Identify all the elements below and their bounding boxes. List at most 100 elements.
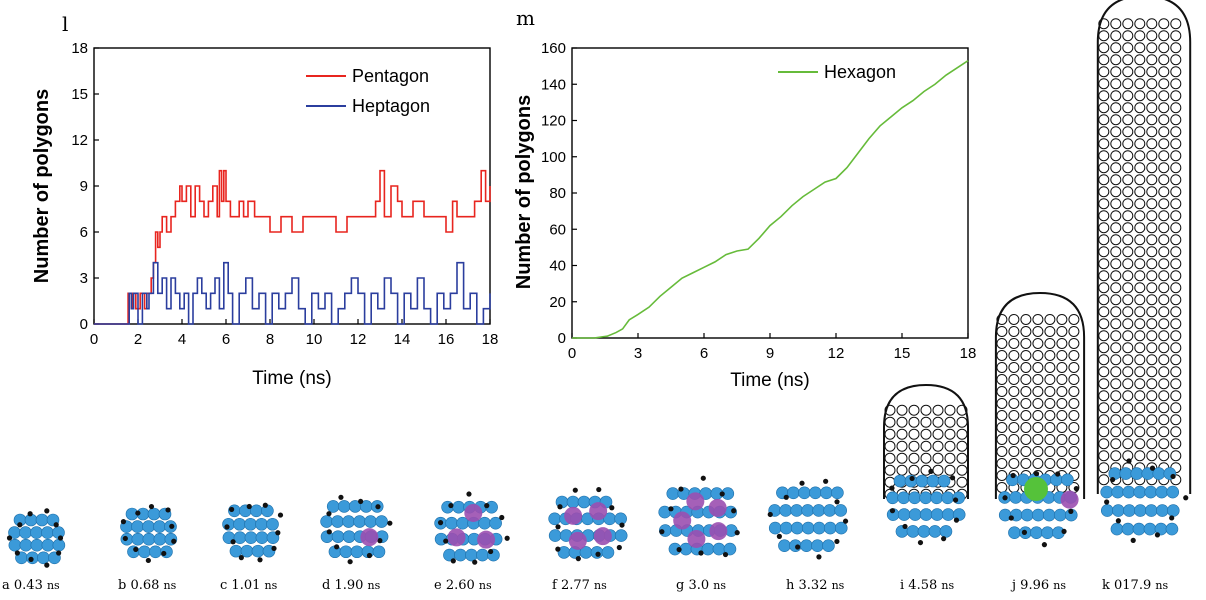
- pentagon-patch: [673, 511, 692, 530]
- metal-atom: [255, 517, 268, 531]
- snapshot-caption-e: e 2.60 ns: [434, 578, 492, 593]
- metal-atom: [908, 508, 922, 521]
- snapshot-letter: k: [1102, 578, 1115, 593]
- y-tick-label: 12: [71, 132, 88, 149]
- metal-atom: [1122, 485, 1136, 499]
- carbon-atom: [909, 475, 915, 482]
- carbon-ring: [1110, 126, 1122, 138]
- carbon-ring: [932, 464, 944, 476]
- metal-atom: [153, 520, 166, 533]
- carbon-ring: [1146, 306, 1158, 318]
- carbon-ring: [1098, 306, 1110, 318]
- carbon-ring: [1158, 402, 1170, 414]
- carbon-ring: [1134, 402, 1146, 414]
- snapshot-g: [658, 475, 740, 558]
- snapshot-h: [767, 478, 849, 560]
- carbon-ring: [1170, 438, 1182, 450]
- snapshot-letter: j: [1012, 578, 1021, 593]
- carbon-atom: [1115, 518, 1121, 524]
- carbon-ring: [884, 404, 896, 416]
- pentagon-patch: [568, 531, 587, 550]
- carbon-ring: [1044, 361, 1056, 373]
- carbon-atom: [171, 538, 177, 544]
- carbon-ring: [1110, 54, 1122, 66]
- carbon-ring: [1044, 457, 1056, 469]
- metal-atom: [342, 530, 356, 543]
- legend-label-hexagon: Hexagon: [824, 62, 896, 82]
- carbon-ring: [1158, 54, 1170, 66]
- carbon-ring: [1020, 349, 1032, 361]
- snapshot-a: [6, 508, 66, 568]
- carbon-atom: [842, 518, 849, 524]
- carbon-ring: [920, 452, 932, 464]
- carbon-ring: [1158, 66, 1170, 78]
- metal-atom: [1110, 522, 1124, 536]
- carbon-ring: [1146, 90, 1158, 102]
- carbon-atom: [949, 475, 956, 481]
- carbon-ring: [1170, 138, 1182, 150]
- carbon-ring: [1008, 409, 1020, 421]
- carbon-ring: [1110, 222, 1122, 234]
- carbon-ring: [1122, 306, 1134, 318]
- metal-atom: [8, 538, 22, 552]
- snapshot-caption-i: i 4.58 ns: [900, 578, 954, 593]
- carbon-ring: [1170, 126, 1182, 138]
- carbon-ring: [1056, 457, 1068, 469]
- snapshot-time: 3.32: [798, 578, 832, 593]
- carbon-atom: [575, 556, 581, 562]
- metal-atom: [372, 545, 386, 559]
- carbon-ring: [1170, 258, 1182, 270]
- carbon-ring: [1044, 445, 1056, 457]
- carbon-ring: [1008, 397, 1020, 409]
- carbon-ring: [1134, 198, 1146, 210]
- metal-atom: [1020, 508, 1034, 522]
- carbon-ring: [1098, 270, 1110, 282]
- carbon-ring: [1008, 313, 1020, 325]
- carbon-ring: [1158, 246, 1170, 258]
- carbon-atom: [1041, 542, 1048, 548]
- snapshot-time: 4.58: [908, 578, 942, 593]
- carbon-ring: [1008, 433, 1020, 445]
- carbon-ring: [1134, 174, 1146, 186]
- snapshot-letter: c: [220, 578, 232, 593]
- carbon-ring: [1110, 210, 1122, 222]
- carbon-ring: [1032, 421, 1044, 433]
- carbon-atom: [338, 494, 344, 500]
- carbon-ring: [1020, 373, 1032, 385]
- carbon-ring: [1134, 78, 1146, 90]
- carbon-atom: [148, 503, 155, 510]
- metal-atom: [930, 508, 944, 521]
- carbon-ring: [1170, 222, 1182, 234]
- snapshot-letter: b: [118, 578, 131, 593]
- metal-atom: [1133, 504, 1147, 517]
- carbon-atom: [676, 546, 682, 553]
- carbon-ring: [1110, 366, 1122, 378]
- metal-atom: [908, 491, 921, 505]
- carbon-ring: [1032, 325, 1044, 337]
- metal-atom: [1132, 522, 1146, 536]
- nanotube-wall: [1096, 0, 1192, 494]
- carbon-ring: [1032, 337, 1044, 349]
- carbon-ring: [1158, 318, 1170, 330]
- carbon-atom: [595, 551, 601, 557]
- metal-atom: [364, 515, 377, 528]
- carbon-atom: [1061, 528, 1067, 534]
- carbon-ring: [1122, 246, 1134, 258]
- carbon-ring: [1068, 421, 1080, 433]
- carbon-ring: [1068, 349, 1080, 361]
- carbon-ring: [1158, 390, 1170, 402]
- carbon-ring: [1146, 438, 1158, 450]
- carbon-ring: [1134, 210, 1146, 222]
- y-tick-label: 6: [80, 224, 88, 241]
- metal-atom: [906, 525, 920, 538]
- carbon-ring: [1110, 450, 1122, 462]
- carbon-ring: [1098, 450, 1110, 462]
- snapshot-caption-d: d 1.90 ns: [322, 578, 380, 593]
- carbon-ring: [908, 440, 920, 452]
- metal-atom: [30, 538, 44, 552]
- carbon-ring: [1122, 366, 1134, 378]
- carbon-ring: [1146, 294, 1158, 306]
- carbon-ring: [1110, 150, 1122, 162]
- carbon-ring: [1134, 366, 1146, 378]
